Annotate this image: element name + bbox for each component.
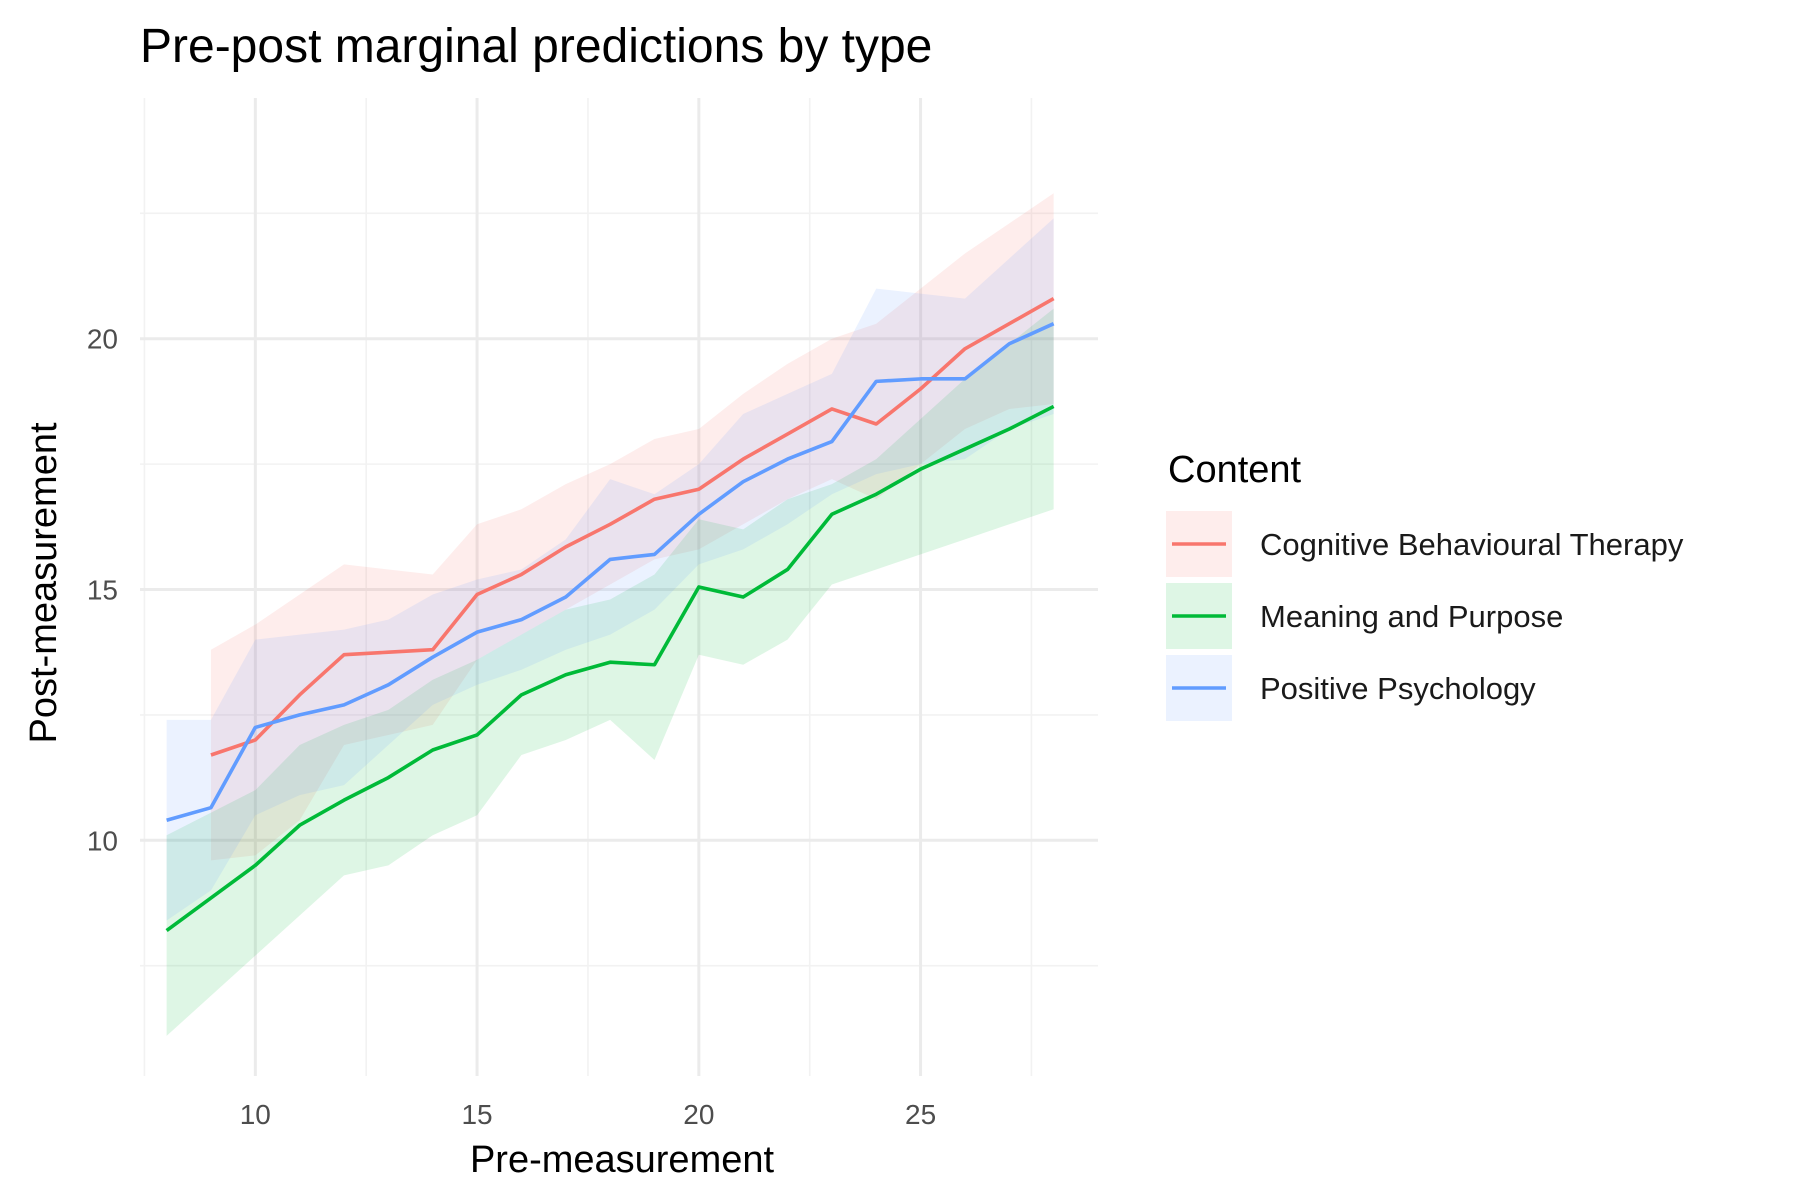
series-lines — [165, 297, 1055, 933]
legend-label: Meaning and Purpose — [1260, 599, 1563, 634]
gridlines — [140, 98, 1098, 1076]
y-tick-label: 15 — [87, 575, 118, 606]
legend: Content Cognitive Behavioural Therapy Mea… — [1166, 449, 1684, 721]
legend-items: Cognitive Behavioural Therapy Meaning and… — [1166, 511, 1684, 721]
series-line — [166, 322, 1055, 822]
series-line — [165, 404, 1055, 933]
confidence-band — [166, 308, 1054, 1036]
legend-label: Positive Psychology — [1260, 671, 1536, 706]
y-tick-label: 20 — [87, 324, 118, 355]
x-tick-label: 20 — [683, 1099, 714, 1130]
y-tick-label: 10 — [87, 825, 118, 856]
series-line — [210, 297, 1055, 757]
confidence-bands — [166, 193, 1054, 1036]
x-tick-label: 25 — [905, 1099, 936, 1130]
legend-title: Content — [1168, 449, 1302, 491]
confidence-band — [166, 218, 1054, 921]
chart-title: Pre-post marginal predictions by type — [140, 20, 932, 73]
legend-item: Cognitive Behavioural Therapy — [1166, 511, 1684, 577]
legend-item: Meaning and Purpose — [1166, 583, 1563, 649]
legend-label: Cognitive Behavioural Therapy — [1260, 527, 1684, 562]
x-tick-label: 10 — [240, 1099, 271, 1130]
confidence-band — [210, 193, 1054, 861]
tick-labels: 10 15 20 25 10 15 20 — [87, 324, 936, 1130]
y-axis-title: Post-measurement — [23, 422, 65, 743]
x-tick-label: 15 — [461, 1099, 492, 1130]
legend-item: Positive Psychology — [1166, 655, 1536, 721]
x-axis-title: Pre-measurement — [470, 1139, 775, 1181]
